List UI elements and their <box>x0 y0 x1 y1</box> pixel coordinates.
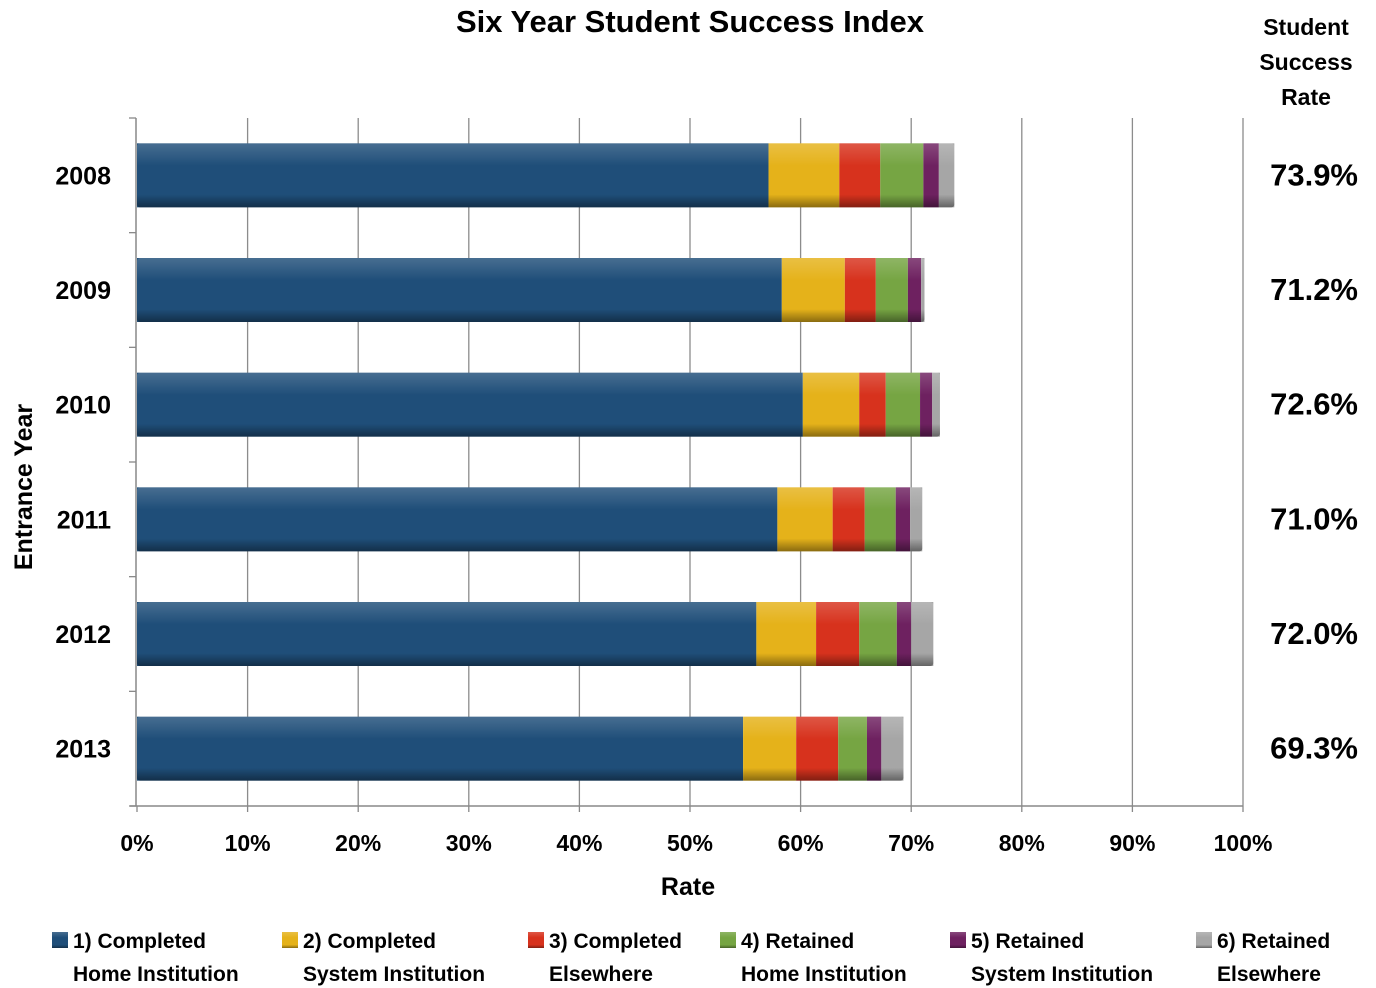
x-tick-label: 100% <box>1214 830 1273 856</box>
success-rate-value: 73.9% <box>1270 157 1358 192</box>
legend-swatch-shading <box>282 932 298 948</box>
rate-header-line-3: Rate <box>1281 84 1331 110</box>
bar-shading <box>137 372 940 437</box>
y-tick-label: 2008 <box>55 162 111 190</box>
legend-item: 2) Completed System Institution <box>282 930 485 986</box>
legend-label-line-1: 5) Retained <box>971 930 1084 953</box>
bar-group-2008 <box>137 143 955 208</box>
bar-shading <box>137 143 955 208</box>
success-rate-value: 71.2% <box>1270 272 1358 307</box>
bar-shading <box>137 602 934 666</box>
legend-item: 6) Retained Elsewhere <box>1196 930 1330 986</box>
y-axis-label: Entrance Year <box>10 404 38 571</box>
legend-item: 1) Completed Home Institution <box>52 930 239 986</box>
legend-label-line-2: Home Institution <box>741 963 907 986</box>
legend-swatch-shading <box>52 932 68 948</box>
legend-label-line-2: Elsewhere <box>549 963 653 986</box>
legend-label-line-1: 3) Completed <box>549 930 682 953</box>
success-rate-value: 72.0% <box>1270 616 1358 651</box>
y-tick-labels: 2008 2009 2010 2011 2012 2013 <box>55 162 111 763</box>
x-tick-label: 70% <box>888 830 934 856</box>
x-tick-label: 80% <box>999 830 1045 856</box>
legend-label-line-2: Elsewhere <box>1217 963 1321 986</box>
y-tick-label: 2011 <box>57 506 111 534</box>
y-tick-label: 2009 <box>55 277 111 305</box>
legend-label-line-1: 4) Retained <box>741 930 854 953</box>
bar-shading <box>137 487 923 552</box>
x-tick-label: 20% <box>335 830 381 856</box>
x-tick-label: 60% <box>778 830 824 856</box>
x-tick-label: 40% <box>556 830 602 856</box>
bar-shading <box>137 258 925 322</box>
legend-label-line-1: 1) Completed <box>73 930 206 953</box>
legend-label-line-1: 2) Completed <box>303 930 436 953</box>
success-rate-values: 73.9% 71.2% 72.6% 71.0% 72.0% 69.3% <box>1270 157 1358 765</box>
legend-item: 4) Retained Home Institution <box>720 930 907 986</box>
chart-title: Six Year Student Success Index <box>456 4 925 39</box>
bar-shading <box>137 716 904 781</box>
success-rate-value: 69.3% <box>1270 731 1358 766</box>
y-tick-label: 2013 <box>55 736 111 764</box>
x-tick-label: 0% <box>120 830 153 856</box>
x-tick-label: 90% <box>1109 830 1155 856</box>
success-rate-value: 71.0% <box>1270 501 1358 536</box>
legend-item: 3) Completed Elsewhere <box>528 930 682 986</box>
bar-group-2010 <box>137 372 940 437</box>
success-rate-value: 72.6% <box>1270 387 1358 422</box>
legend-swatch-shading <box>950 932 966 948</box>
rate-header-line-1: Student <box>1263 14 1349 40</box>
bar-group-2013 <box>137 716 904 781</box>
legend-label-line-2: System Institution <box>971 963 1153 986</box>
x-tick-labels: 0% 10% 20% 30% 40% 50% 60% 70% 80% 90% 100% <box>120 830 1272 856</box>
axes <box>130 118 1243 807</box>
rate-header-line-2: Success <box>1259 49 1352 75</box>
bar-group-2011 <box>137 487 923 552</box>
legend: 1) Completed Home Institution 2) Completed… <box>52 930 1330 986</box>
success-rate-header: Student Success Rate <box>1259 14 1352 110</box>
legend-label-line-1: 6) Retained <box>1217 930 1330 953</box>
x-tick-label: 50% <box>667 830 713 856</box>
x-tick-label: 30% <box>446 830 492 856</box>
legend-swatch-shading <box>1196 932 1212 948</box>
legend-swatch-shading <box>720 932 736 948</box>
gridlines <box>129 117 1244 812</box>
legend-item: 5) Retained System Institution <box>950 930 1153 986</box>
bar-group-2009 <box>137 258 925 322</box>
y-tick-label: 2010 <box>55 392 111 420</box>
legend-label-line-2: System Institution <box>303 963 485 986</box>
x-axis-label: Rate <box>661 873 715 901</box>
x-tick-label: 10% <box>225 830 271 856</box>
bar-group-2012 <box>137 602 934 666</box>
legend-swatch-shading <box>528 932 544 948</box>
bars <box>137 143 955 781</box>
legend-label-line-2: Home Institution <box>73 963 239 986</box>
y-tick-label: 2012 <box>55 621 111 649</box>
